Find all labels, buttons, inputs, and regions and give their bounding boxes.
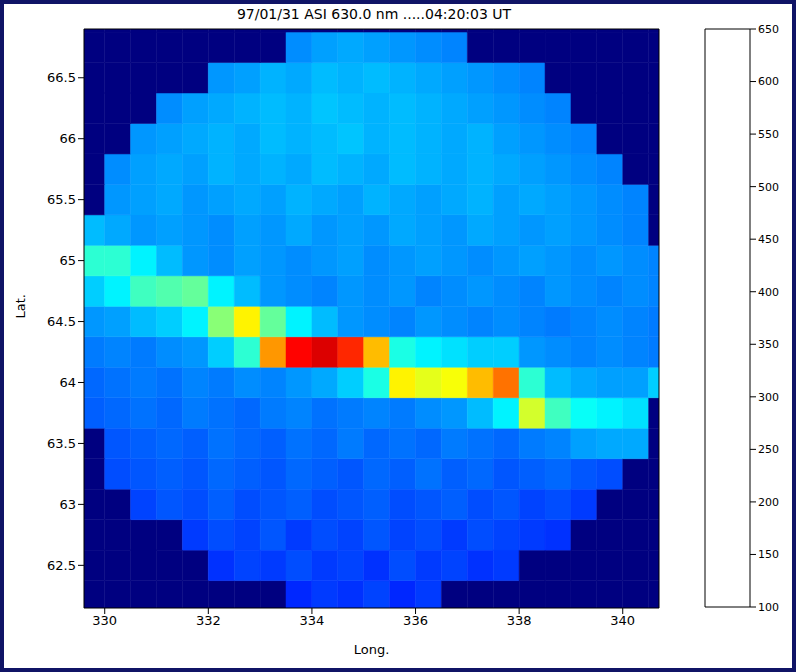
svg-text:330: 330 — [92, 613, 117, 628]
svg-text:500: 500 — [758, 181, 779, 194]
svg-text:63: 63 — [59, 497, 76, 512]
svg-text:150: 150 — [758, 548, 779, 561]
svg-text:Lat.: Lat. — [13, 294, 28, 318]
svg-text:336: 336 — [403, 613, 428, 628]
svg-text:64.5: 64.5 — [47, 314, 76, 329]
svg-text:66: 66 — [59, 131, 76, 146]
svg-text:334: 334 — [300, 613, 325, 628]
svg-text:100: 100 — [758, 601, 779, 614]
svg-text:64: 64 — [59, 375, 76, 390]
svg-text:350: 350 — [758, 338, 779, 351]
svg-text:450: 450 — [758, 233, 779, 246]
svg-text:600: 600 — [758, 75, 779, 88]
svg-text:250: 250 — [758, 443, 779, 456]
svg-text:62.5: 62.5 — [47, 558, 76, 573]
svg-text:65.5: 65.5 — [47, 192, 76, 207]
svg-text:332: 332 — [196, 613, 221, 628]
svg-text:200: 200 — [758, 496, 779, 509]
svg-text:63.5: 63.5 — [47, 436, 76, 451]
svg-text:66.5: 66.5 — [47, 70, 76, 85]
svg-text:65: 65 — [59, 253, 76, 268]
svg-text:Long.: Long. — [354, 642, 390, 657]
svg-text:300: 300 — [758, 391, 779, 404]
svg-text:400: 400 — [758, 286, 779, 299]
svg-text:340: 340 — [610, 613, 635, 628]
html-text:97/01/31 ASI 630.0 nm .....04:: 97/01/31 ASI 630.0 nm .....04:20:03 UT — [236, 6, 512, 22]
svg-text:650: 650 — [758, 23, 779, 36]
svg-text:550: 550 — [758, 128, 779, 141]
svg-text:338: 338 — [507, 613, 532, 628]
